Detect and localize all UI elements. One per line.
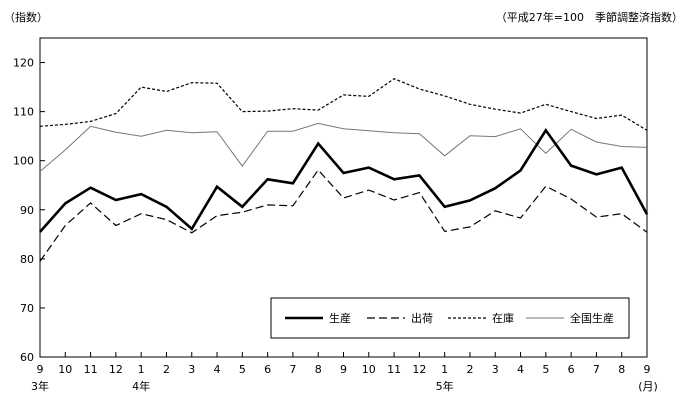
year-label: 5年 bbox=[436, 379, 454, 393]
x-tick-label: 8 bbox=[618, 363, 625, 376]
x-tick-label: 1 bbox=[138, 363, 145, 376]
series-layer bbox=[39, 78, 649, 262]
x-tick-label: 7 bbox=[289, 363, 296, 376]
legend-label: 生産 bbox=[329, 311, 351, 325]
x-tick-label: 11 bbox=[84, 363, 98, 376]
x-tick-label: 11 bbox=[387, 363, 401, 376]
x-tick-label: 6 bbox=[264, 363, 271, 376]
legend-label: 在庫 bbox=[492, 311, 514, 325]
x-tick-label: 1 bbox=[441, 363, 448, 376]
x-tick-label: 2 bbox=[466, 363, 473, 376]
series-line-1 bbox=[39, 169, 648, 262]
legend-label: 出荷 bbox=[411, 311, 433, 325]
x-tick-label: 10 bbox=[58, 363, 72, 376]
y-tick-label: 120 bbox=[13, 57, 34, 70]
series-line-3 bbox=[39, 122, 648, 172]
y-axis-unit-label: （指数） bbox=[4, 10, 48, 24]
series-line-2 bbox=[39, 78, 648, 131]
x-tick-label: 7 bbox=[593, 363, 600, 376]
series-line-0 bbox=[39, 127, 649, 233]
x-tick-label: 12 bbox=[109, 363, 123, 376]
x-tick-label: 2 bbox=[163, 363, 170, 376]
y-tick-label: 60 bbox=[20, 351, 34, 364]
chart-note: （平成27年=100 季節調整済指数） bbox=[496, 10, 683, 24]
x-tick-label: 6 bbox=[568, 363, 575, 376]
x-tick-label: 5 bbox=[542, 363, 549, 376]
x-tick-label: 9 bbox=[644, 363, 651, 376]
y-tick-label: 110 bbox=[13, 106, 34, 119]
x-tick-label: 4 bbox=[517, 363, 524, 376]
y-axis-ticks: 60 70 80 90 100 110 120 bbox=[13, 57, 45, 364]
x-tick-label: 5 bbox=[239, 363, 246, 376]
legend: 生産 出荷 在庫 全国生産 bbox=[270, 297, 630, 339]
x-tick-label: 3 bbox=[188, 363, 195, 376]
y-tick-label: 90 bbox=[20, 204, 34, 217]
x-axis-ticks: 9 10 11 12 1 2 3 4 5 6 7 8 9 10 11 12 1 2 3 4 5 6 7 8 93年 4年 5年 bbox=[31, 352, 651, 393]
x-axis-unit-label: (月) bbox=[638, 380, 658, 393]
x-tick-label: 8 bbox=[315, 363, 322, 376]
y-tick-label: 80 bbox=[20, 253, 34, 266]
y-tick-label: 100 bbox=[13, 155, 34, 168]
x-tick-label: 9 bbox=[340, 363, 347, 376]
legend-label: 全国生産 bbox=[570, 311, 614, 325]
x-tick-label: 10 bbox=[362, 363, 376, 376]
year-label: 3年 bbox=[31, 379, 49, 393]
x-tick-label: 4 bbox=[214, 363, 221, 376]
x-tick-label: 3 bbox=[492, 363, 499, 376]
y-tick-label: 70 bbox=[20, 302, 34, 315]
x-tick-label: 9 bbox=[37, 363, 44, 376]
x-tick-label: 12 bbox=[412, 363, 426, 376]
year-label: 4年 bbox=[132, 379, 150, 393]
